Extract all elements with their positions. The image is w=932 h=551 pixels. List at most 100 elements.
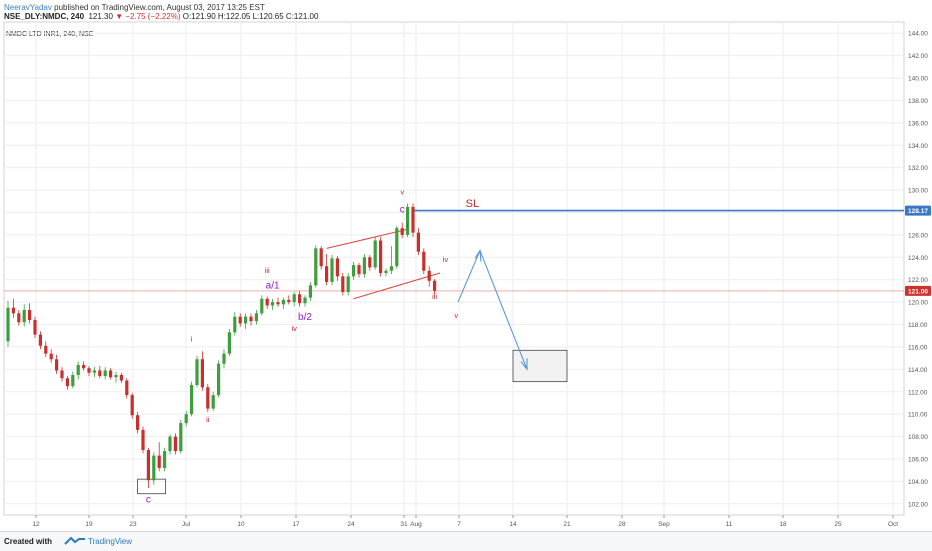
candle-body: [281, 299, 285, 305]
candle-body: [276, 302, 280, 305]
candle: [130, 392, 134, 419]
candle-body: [422, 251, 426, 271]
wave-label: iii: [432, 292, 437, 301]
candle: [146, 447, 150, 489]
candle: [119, 372, 123, 383]
wedge-upper-line: [326, 228, 408, 249]
candle-body: [368, 257, 372, 268]
candle: [114, 371, 118, 383]
candle: [271, 298, 275, 310]
candle-body: [22, 309, 26, 323]
candle: [422, 248, 426, 275]
tradingview-link[interactable]: TradingView: [88, 537, 133, 546]
y-tick-label: 144.00: [908, 31, 928, 38]
candle-body: [325, 266, 329, 282]
y-tick-label: 122.00: [908, 277, 928, 284]
time-axis[interactable]: 12 19 23 Jul 10 17 24 31 Aug 7 14 21 28 Sep 11 18 25 Oct: [32, 515, 898, 528]
candle-body: [119, 374, 123, 381]
candle: [11, 298, 15, 318]
wave-label: ii: [411, 212, 415, 221]
candle-body: [38, 334, 42, 346]
y-tick-label: 108.00: [908, 434, 928, 441]
chart-title: NMDC LTD INR1, 240, NSE: [6, 31, 94, 38]
candle: [141, 426, 145, 454]
price-tags: 128.17 121.00: [905, 205, 931, 296]
candle-body: [411, 206, 415, 233]
candle: [298, 290, 302, 307]
candle: [136, 411, 140, 434]
candle: [152, 452, 156, 485]
candle-body: [190, 385, 194, 415]
sl-price-tag: 128.17: [905, 205, 931, 216]
candle-body: [384, 270, 388, 273]
candle-body: [206, 387, 210, 409]
y-tick-label: 118.00: [908, 322, 928, 329]
candle-body: [303, 297, 307, 304]
candle: [33, 316, 37, 338]
y-tick-label: 132.00: [908, 165, 928, 172]
candle: [233, 312, 237, 336]
candle: [362, 253, 366, 278]
candle: [76, 361, 80, 380]
candle: [184, 410, 188, 427]
price-axis[interactable]: 102.00 104.00 106.00 108.00 110.00 112.00 114.…: [908, 31, 928, 509]
candle: [416, 228, 420, 256]
candle-body: [136, 415, 140, 430]
candle-body: [287, 299, 291, 303]
y-tick-label: 138.00: [908, 98, 928, 105]
symbol-label[interactable]: NSE_DLY:NMDC, 240: [4, 12, 85, 21]
candle-body: [211, 395, 215, 409]
y-tick-label: 102.00: [908, 501, 928, 508]
x-tick-label: 19: [85, 521, 93, 528]
x-tick-label: Aug: [410, 521, 422, 528]
candle: [206, 383, 210, 412]
candle-body: [109, 370, 113, 378]
candle: [17, 309, 21, 326]
candle: [38, 331, 42, 350]
candle: [319, 246, 323, 270]
candle: [168, 434, 172, 455]
candle-body: [98, 370, 102, 377]
candle: [357, 262, 361, 278]
x-tick-label: 25: [834, 521, 842, 528]
candle-body: [362, 257, 366, 275]
candle: [217, 360, 221, 398]
wave-label: c: [400, 204, 405, 215]
candle: [55, 354, 59, 374]
x-tick-label: 11: [726, 521, 733, 528]
arrow-head-up: [474, 249, 482, 262]
candle: [373, 237, 377, 270]
x-tick-label: Jul: [182, 521, 191, 528]
candle: [389, 246, 393, 275]
tradingview-logo-icon: [64, 536, 85, 545]
candle: [65, 376, 69, 390]
y-tick-label: 140.00: [908, 76, 928, 83]
candle-body: [254, 313, 258, 322]
candle-body: [335, 258, 339, 277]
candle: [82, 361, 86, 371]
candle-body: [357, 265, 361, 275]
candle-body: [249, 316, 253, 322]
triangle-down-icon: ▼: [115, 12, 124, 21]
candle-body: [217, 363, 221, 396]
candle-body: [227, 332, 231, 354]
candle: [244, 313, 248, 330]
candle-body: [141, 429, 145, 451]
candle: [179, 419, 183, 454]
sl-price-tag-bg: [905, 205, 931, 216]
author-link[interactable]: NeeravYadav: [4, 3, 52, 12]
candle: [44, 341, 48, 358]
x-tick-label: 23: [129, 521, 137, 528]
candle: [395, 225, 399, 269]
candle-body: [433, 280, 437, 291]
y-tick-label: 120.00: [908, 300, 928, 307]
x-tick-label: 18: [779, 521, 787, 528]
candle: [406, 203, 410, 238]
y-tick-label: 136.00: [908, 120, 928, 127]
candle: [227, 329, 231, 356]
candle: [254, 309, 258, 325]
candle-body: [87, 368, 91, 373]
candle: [314, 244, 318, 288]
candle: [71, 371, 75, 389]
